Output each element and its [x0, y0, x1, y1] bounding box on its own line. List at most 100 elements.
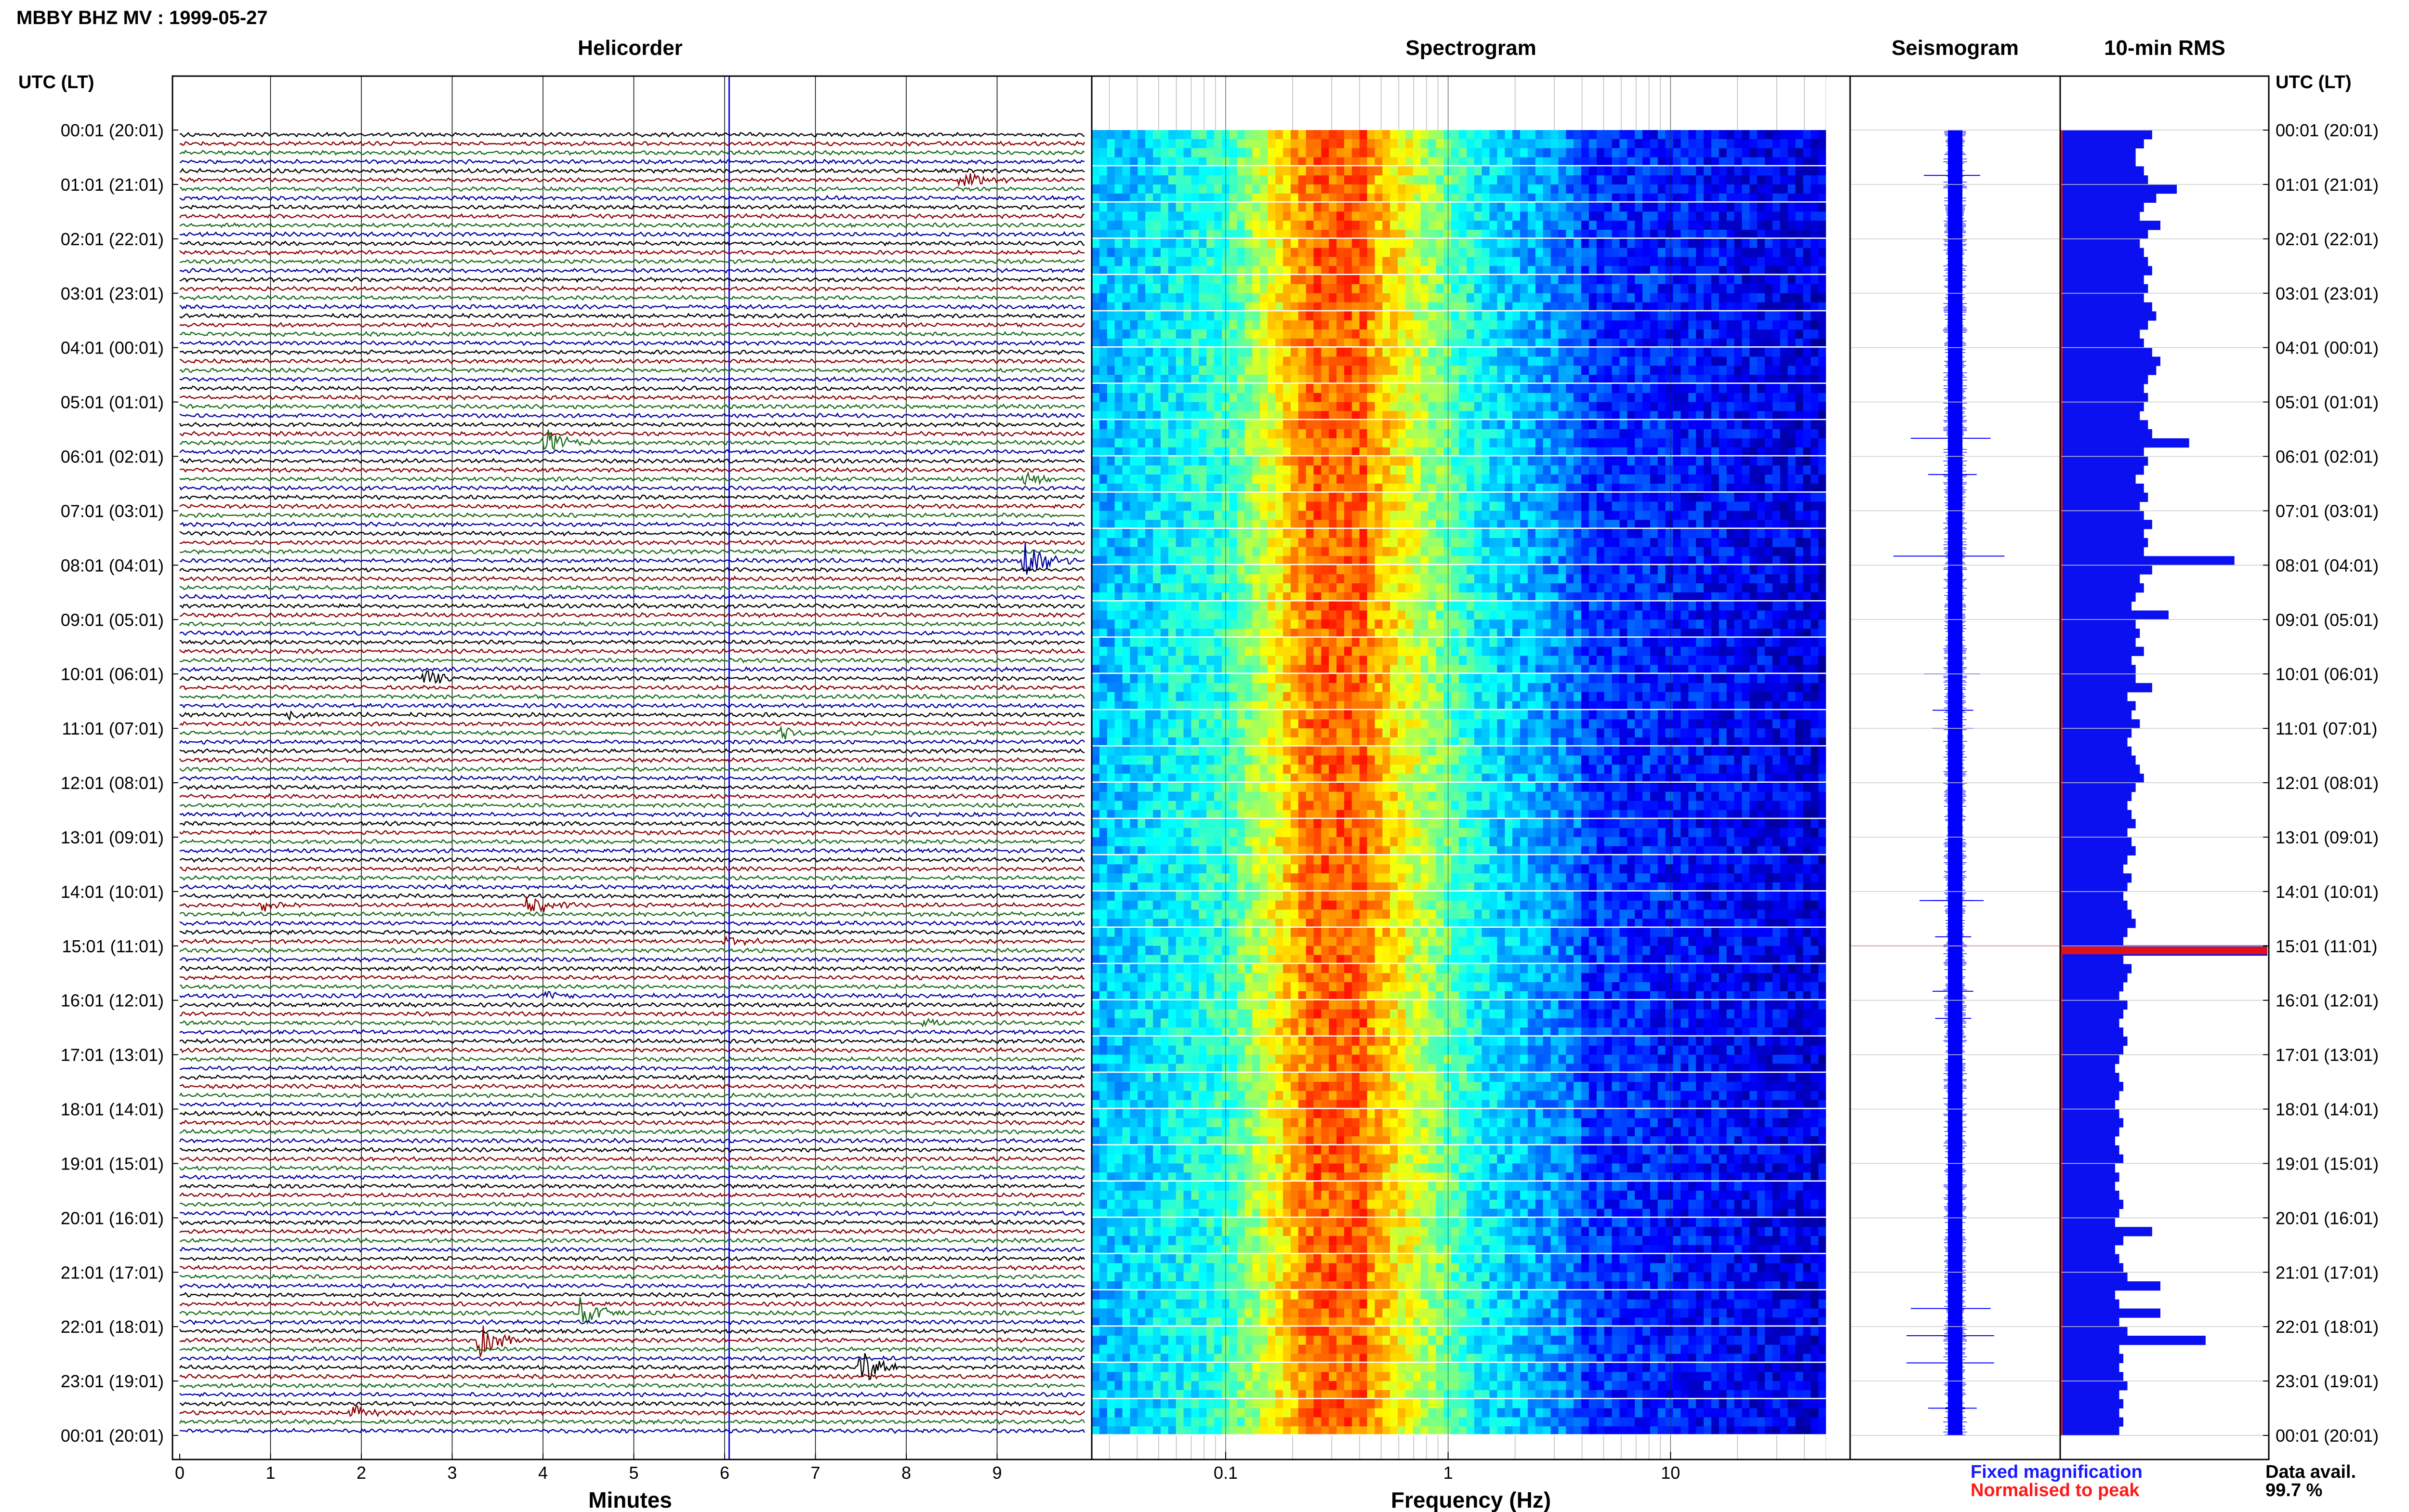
spectrogram-cell: [1818, 456, 1827, 466]
helicorder-trace: [179, 1192, 1085, 1198]
spectrogram-cell: [1574, 565, 1582, 575]
spectrogram-cell: [1191, 511, 1199, 520]
spectrogram-cell: [1787, 275, 1796, 285]
spectrogram-cell: [1313, 266, 1322, 274]
spectrogram-cell: [1489, 157, 1497, 165]
spectrogram-cell: [1466, 139, 1475, 148]
spectrogram-cell: [1588, 184, 1597, 194]
spectrogram-cell: [1474, 492, 1482, 502]
spectrogram-cell: [1673, 184, 1681, 194]
spectrogram-cell: [1244, 202, 1253, 212]
spectrogram-cell: [1413, 338, 1421, 346]
spectrogram-cell: [1650, 311, 1658, 321]
spectrogram-cell: [1459, 547, 1467, 556]
spectrogram-cell: [1604, 438, 1613, 448]
spectrogram-cell: [1772, 166, 1781, 176]
spectrogram-cell: [1375, 565, 1383, 575]
spectrogram-cell: [1306, 293, 1314, 302]
spectrogram-cell: [1122, 130, 1130, 140]
spectrogram-cell: [1543, 511, 1551, 520]
spectrogram-cell: [1734, 520, 1742, 528]
spectrogram-cell: [1497, 501, 1505, 511]
spectrogram-cell: [1130, 375, 1138, 383]
spectrogram-cell: [1344, 474, 1352, 484]
spectrogram-cell: [1359, 284, 1368, 294]
spectrogram-cell: [1405, 175, 1414, 185]
spectrogram-cell: [1581, 484, 1589, 492]
spectrogram-cell: [1711, 293, 1720, 302]
spectrogram-cell: [1704, 547, 1712, 556]
spectrogram-cell: [1290, 474, 1299, 484]
spectrogram-cell: [1443, 175, 1452, 185]
spectrogram-cell: [1153, 456, 1161, 466]
spectrogram-cell: [1688, 501, 1696, 511]
spectrogram-cell: [1244, 520, 1253, 528]
spectrogram-cell: [1772, 520, 1781, 528]
spectrogram-cell: [1428, 511, 1436, 520]
spectrogram-cell: [1734, 157, 1742, 165]
spectrogram-cell: [1183, 511, 1191, 520]
spectrogram-cell: [1665, 565, 1674, 575]
spectrogram-cell: [1596, 238, 1605, 248]
spectrogram-cell: [1237, 492, 1245, 502]
spectrogram-cell: [1772, 484, 1781, 492]
spectrogram-cell: [1313, 438, 1322, 448]
spectrogram-cell: [1130, 393, 1138, 402]
spectrogram-cell: [1214, 420, 1222, 430]
spectrogram-cell: [1329, 193, 1337, 201]
spectrogram-cell: [1550, 275, 1559, 285]
spectrogram-cell: [1459, 420, 1467, 430]
spectrogram-cell: [1650, 411, 1658, 419]
spectrogram-cell: [1558, 347, 1566, 357]
spectrogram-cell: [1497, 148, 1505, 158]
spectrogram-cell: [1489, 547, 1497, 556]
spectrogram-cell: [1642, 383, 1651, 394]
spectrogram-cell: [1527, 456, 1536, 466]
spectrogram-cell: [1497, 338, 1505, 346]
spectrogram-cell: [1482, 356, 1490, 366]
spectrogram-cell: [1520, 402, 1528, 411]
spectrogram-cell: [1749, 538, 1758, 548]
spectrogram-cell: [1596, 429, 1605, 439]
spectrogram-cell: [1168, 375, 1177, 383]
spectrogram-cell: [1535, 293, 1544, 302]
spectrogram-cell: [1099, 492, 1108, 502]
spectrogram-cell: [1160, 221, 1169, 230]
spectrogram-cell: [1420, 184, 1429, 194]
spectrogram-cell: [1489, 484, 1497, 492]
helicorder-trace: [179, 213, 1085, 220]
helicorder-trace: [179, 896, 1085, 913]
spectrogram-cell: [1596, 266, 1605, 274]
spectrogram-cell: [1298, 221, 1307, 230]
spectrogram-cell: [1505, 329, 1513, 339]
spectrogram-cell: [1283, 230, 1291, 238]
spectrogram-cell: [1398, 501, 1406, 511]
helicorder-trace: [179, 1264, 1085, 1271]
spectrogram-cell: [1099, 438, 1108, 448]
spectrogram-cell: [1497, 266, 1505, 274]
spectrogram-cell: [1244, 211, 1253, 221]
spectrogram-cell: [1581, 148, 1589, 158]
spectrogram-cell: [1199, 329, 1207, 339]
spectrogram-cell: [1734, 429, 1742, 439]
spectrogram-cell: [1168, 175, 1177, 185]
spectrogram-cell: [1704, 302, 1712, 310]
spectrogram-cell: [1527, 366, 1536, 375]
spectrogram-cell: [1543, 302, 1551, 310]
spectrogram-cell: [1749, 565, 1758, 575]
spectrogram-cell: [1527, 438, 1536, 448]
spectrogram-cell: [1367, 311, 1375, 321]
spectrogram-cell: [1260, 356, 1268, 366]
spectrogram-cell: [1176, 139, 1184, 148]
spectrogram-cell: [1420, 420, 1429, 430]
spectrogram-cell: [1535, 157, 1544, 165]
spectrogram-cell: [1772, 529, 1781, 539]
spectrogram-cell: [1704, 157, 1712, 165]
spectrogram-cell: [1306, 221, 1314, 230]
spectrogram-cell: [1451, 221, 1459, 230]
spectrogram-cell: [1795, 302, 1803, 310]
spectrogram-cell: [1405, 565, 1414, 575]
spectrogram-cell: [1512, 547, 1521, 556]
spectrogram-cell: [1275, 538, 1284, 548]
spectrogram-cell: [1183, 438, 1191, 448]
